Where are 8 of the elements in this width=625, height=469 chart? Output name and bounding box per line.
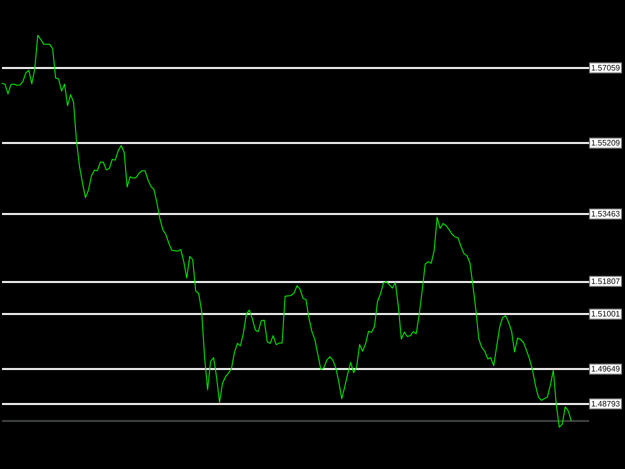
- y-tick-label: 1.55209: [591, 138, 621, 148]
- y-tick-label: 1.48793: [591, 399, 621, 408]
- y-tick-label: 1.53463: [591, 210, 621, 219]
- y-tick-label: 1.57059: [591, 63, 621, 72]
- y-tick-label: 1.49649: [591, 364, 621, 374]
- y-tick-label: 1.51807: [591, 276, 621, 286]
- y-tick-label: 1.51001: [591, 310, 621, 319]
- line-series: [2, 34, 572, 428]
